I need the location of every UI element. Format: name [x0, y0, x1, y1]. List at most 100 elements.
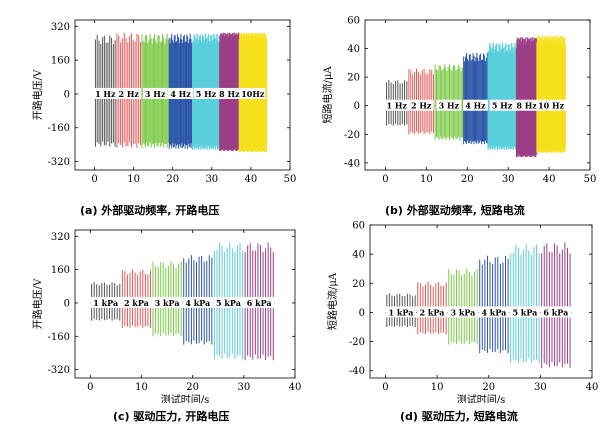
x-tick-label: 30	[237, 382, 250, 393]
segment-label: 8 Hz	[516, 101, 537, 111]
segment-label: 4 Hz	[465, 101, 486, 111]
segment-label: 10Hz	[241, 89, 265, 99]
chart-svg-c: 1 kPa 2 kPa 3 kPa 4 kPa 5 kPa 6 kPa 0 10 20 30 40 3…	[31, 229, 302, 406]
y-tick-label: 60	[347, 16, 360, 27]
y-tick-label: 0	[64, 89, 70, 100]
segment-label: 2 kPa	[420, 307, 445, 317]
segment-label-bg	[540, 306, 571, 318]
chart-panel-c: 1 kPa 2 kPa 3 kPa 4 kPa 5 kPa 6 kPa 0 10 20 30 40 3…	[0, 218, 303, 408]
chart-panel-b: 1 Hz 2 Hz 3 Hz 4 Hz 5 Hz 8 Hz 10 Hz 0 10 20 30 40 50…	[303, 0, 606, 200]
segment-label-bg	[384, 99, 410, 111]
plot-frame	[364, 19, 591, 171]
y-axis-label: 开路电压/V	[31, 69, 44, 120]
segment-label: 1 kPa	[389, 307, 414, 317]
y-tick-label: 320	[51, 22, 70, 33]
y-tick-label: -160	[48, 332, 70, 343]
x-tick-label: 40	[289, 382, 302, 393]
segment-label: 5 kPa	[216, 298, 241, 308]
x-axis-label: 测试时间/s	[161, 393, 210, 403]
y-tick-label: 0	[64, 298, 70, 309]
segment-label-bg	[416, 306, 447, 318]
x-tick-label: 30	[534, 382, 547, 393]
y-tick-label: 160	[51, 56, 70, 67]
segment-label-bg	[509, 306, 540, 318]
y-tick-label: 0	[359, 308, 365, 319]
segment-label: 4 kPa	[185, 298, 210, 308]
y-axis-label: 短路电流/μA	[321, 66, 334, 124]
segment-label: 6 kPa	[247, 298, 272, 308]
segment-label: 4 kPa	[481, 307, 506, 317]
x-tick-label: 0	[382, 174, 388, 185]
y-tick-label: -20	[349, 337, 365, 348]
y-tick-label: 40	[347, 44, 360, 55]
segment-label-bg	[385, 306, 416, 318]
chart-panel-d: 1 kPa 2 kPa 3 kPa 4 kPa 5 kPa 6 kPa 0 10 20 30 40 6…	[303, 218, 606, 408]
segment-label: 5 Hz	[196, 89, 217, 99]
segment-label: 2 Hz	[119, 89, 140, 99]
y-tick-label: 160	[51, 265, 70, 276]
segment-label: 3 kPa	[155, 298, 180, 308]
series-4-kpa	[478, 255, 510, 354]
x-tick-label: 0	[91, 174, 97, 185]
y-tick-label: -40	[344, 158, 360, 169]
x-tick-label: 0	[87, 382, 93, 393]
x-tick-label: 40	[586, 382, 599, 393]
x-tick-label: 10	[420, 174, 433, 185]
y-tick-label: -320	[48, 365, 70, 376]
x-tick-label: 20	[186, 382, 199, 393]
segment-label: 2 Hz	[411, 101, 432, 111]
y-tick-label: -20	[344, 130, 360, 141]
x-tick-label: 50	[584, 174, 597, 185]
chart-svg-d: 1 kPa 2 kPa 3 kPa 4 kPa 5 kPa 6 kPa 0 10 20 30 40 6…	[326, 221, 599, 407]
y-tick-label: -160	[48, 123, 70, 134]
segment-label-bg	[90, 296, 121, 308]
y-tick-label: 60	[352, 221, 365, 232]
caption-c: (c) 驱动压力, 开路电压	[113, 410, 230, 423]
segment-label-bg	[447, 306, 478, 318]
segment-label: 5 Hz	[492, 101, 513, 111]
x-tick-label: 10	[431, 382, 444, 393]
segment-label-bg	[408, 99, 434, 111]
x-tick-label: 10	[135, 382, 148, 393]
x-tick-label: 10	[127, 174, 140, 185]
y-tick-label: 0	[354, 101, 360, 112]
x-tick-label: 50	[284, 174, 297, 185]
segment-label-bg	[168, 87, 193, 99]
series-3-kpa	[447, 268, 479, 345]
series-6-kpa	[540, 242, 572, 368]
y-tick-label: 20	[352, 279, 365, 290]
plot-frame	[74, 229, 296, 379]
segment-label-bg	[217, 87, 242, 99]
segment-label-bg	[436, 99, 462, 111]
series-5-hz	[487, 42, 517, 150]
segment-label: 4 Hz	[170, 89, 191, 99]
segment-label: 10 Hz	[538, 101, 564, 111]
x-tick-label: 40	[245, 174, 258, 185]
x-tick-label: 40	[543, 174, 556, 185]
y-tick-label: -320	[48, 157, 70, 168]
segment-label: 3 kPa	[450, 307, 475, 317]
chart-panel-a: 1 Hz 2 Hz 3 Hz 4 Hz 5 Hz 8 Hz 10Hz 0 10 20 30 40 50 3…	[0, 0, 303, 200]
segment-label: 1 kPa	[93, 298, 118, 308]
segment-label-bg	[244, 296, 275, 308]
caption-a: (a) 外部驱动频率, 开路电压	[80, 204, 220, 217]
y-axis-label: 短路电流/μA	[326, 272, 339, 330]
segment-label-bg	[116, 87, 142, 99]
segment-label-bg	[92, 87, 118, 99]
chart-svg-b: 1 Hz 2 Hz 3 Hz 4 Hz 5 Hz 8 Hz 10 Hz 0 10 20 30 40 50…	[321, 16, 597, 199]
chart-svg-a: 1 Hz 2 Hz 3 Hz 4 Hz 5 Hz 8 Hz 10Hz 0 10 20 30 40 50 3…	[31, 19, 297, 198]
x-tick-label: 0	[382, 382, 388, 393]
segment-label-bg	[193, 87, 219, 99]
x-tick-label: 20	[482, 382, 495, 393]
segment-label: 3 Hz	[439, 101, 460, 111]
segment-label-bg	[514, 99, 539, 111]
segment-label: 2 kPa	[124, 298, 149, 308]
segment-label-bg	[213, 296, 244, 308]
segment-label-bg	[182, 296, 213, 308]
series-4-hz	[463, 52, 488, 145]
segment-label: 6 kPa	[543, 307, 568, 317]
segment-label: 1 Hz	[386, 101, 407, 111]
x-tick-label: 30	[205, 174, 218, 185]
x-tick-label: 20	[461, 174, 474, 185]
segment-label-bg	[478, 306, 509, 318]
